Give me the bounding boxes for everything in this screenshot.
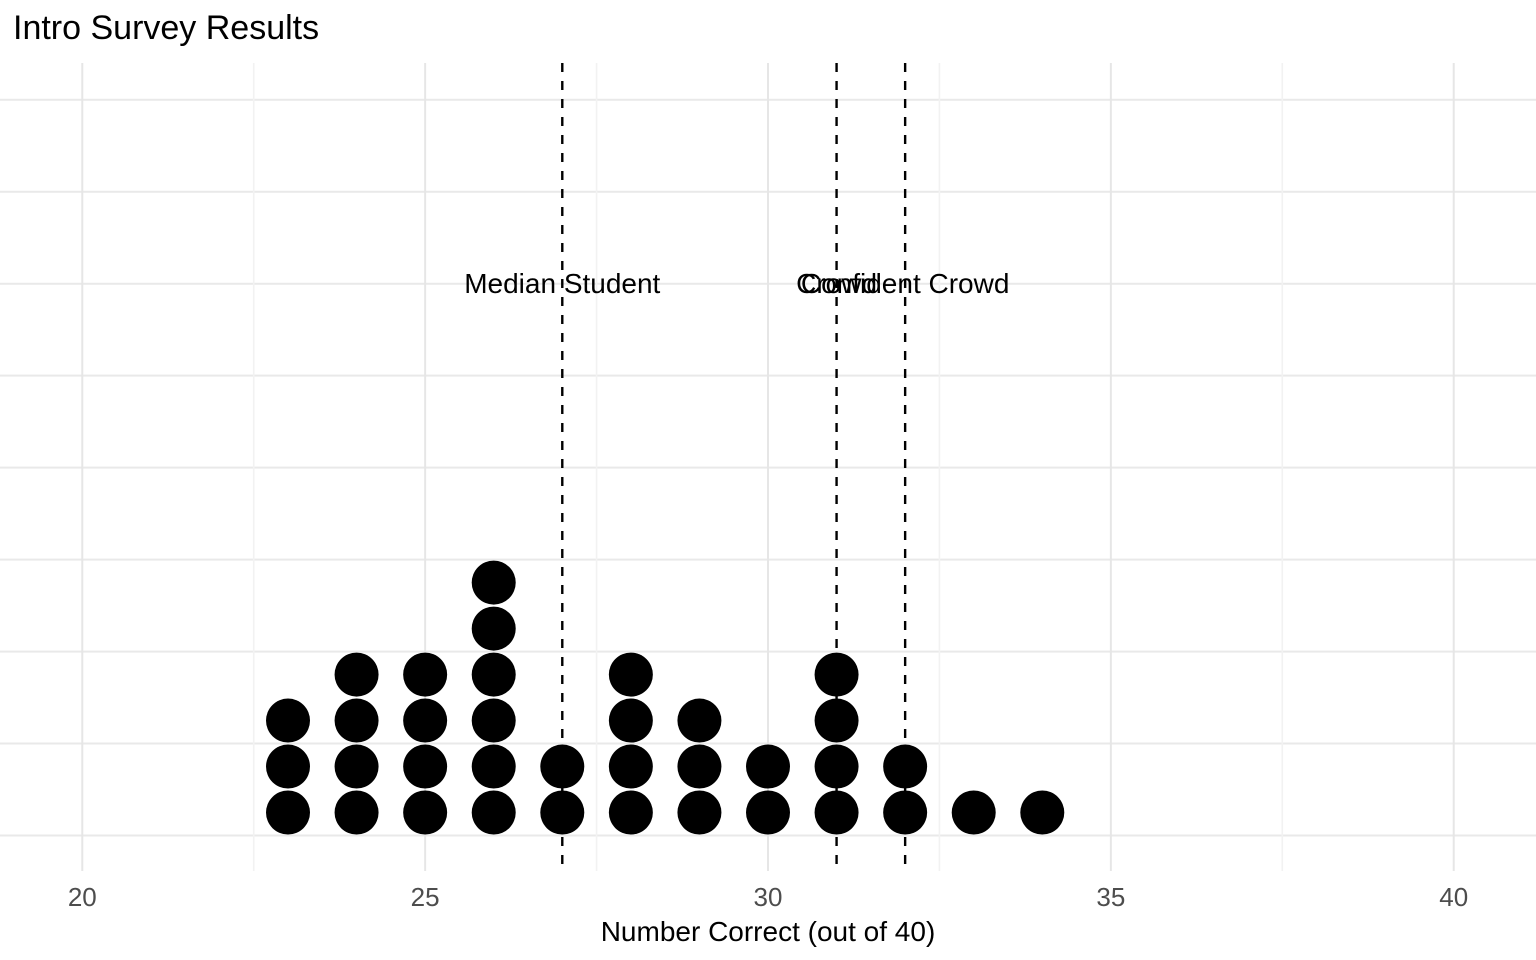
data-dot [334, 744, 379, 789]
data-dot [471, 560, 516, 605]
data-dot [471, 652, 516, 697]
data-dot [471, 790, 516, 835]
data-dot [403, 698, 448, 743]
data-dot [540, 744, 585, 789]
data-dot [403, 652, 448, 697]
data-dot [266, 698, 310, 743]
data-dot [677, 698, 722, 743]
data-dot [403, 790, 448, 835]
data-dot [677, 790, 722, 835]
data-dot [814, 652, 859, 697]
data-dot [334, 790, 379, 835]
data-dot [814, 790, 859, 835]
data-dot [334, 698, 379, 743]
reference-line-label: Crowd [796, 268, 877, 299]
data-dot [334, 652, 379, 697]
plot-title: Intro Survey Results [13, 9, 320, 47]
x-tick-label: 20 [68, 882, 97, 912]
x-axis-title: Number Correct (out of 40) [601, 916, 936, 947]
x-tick-label: 35 [1096, 882, 1125, 912]
data-dot [471, 606, 516, 651]
data-dot [1020, 790, 1065, 835]
data-dot [883, 744, 928, 789]
reference-line-label: Median Student [464, 268, 660, 299]
x-tick-label: 30 [754, 882, 783, 912]
data-dot [746, 790, 790, 835]
data-dot [883, 790, 928, 835]
data-dot [814, 744, 859, 789]
data-dot [266, 744, 310, 789]
data-dot [471, 698, 516, 743]
data-dot [814, 698, 859, 743]
reference-line-label: Confident Crowd [801, 268, 1010, 299]
data-dot [403, 744, 448, 789]
data-dot [266, 790, 310, 835]
data-dot [951, 790, 996, 835]
data-dot [540, 790, 585, 835]
data-dot [608, 790, 653, 835]
data-dot [608, 744, 653, 789]
data-dot [746, 744, 790, 789]
data-dot [677, 744, 722, 789]
data-dot [608, 698, 653, 743]
data-dot [608, 652, 653, 697]
x-tick-label: 40 [1439, 882, 1468, 912]
x-tick-label: 25 [411, 882, 440, 912]
data-dot [471, 744, 516, 789]
